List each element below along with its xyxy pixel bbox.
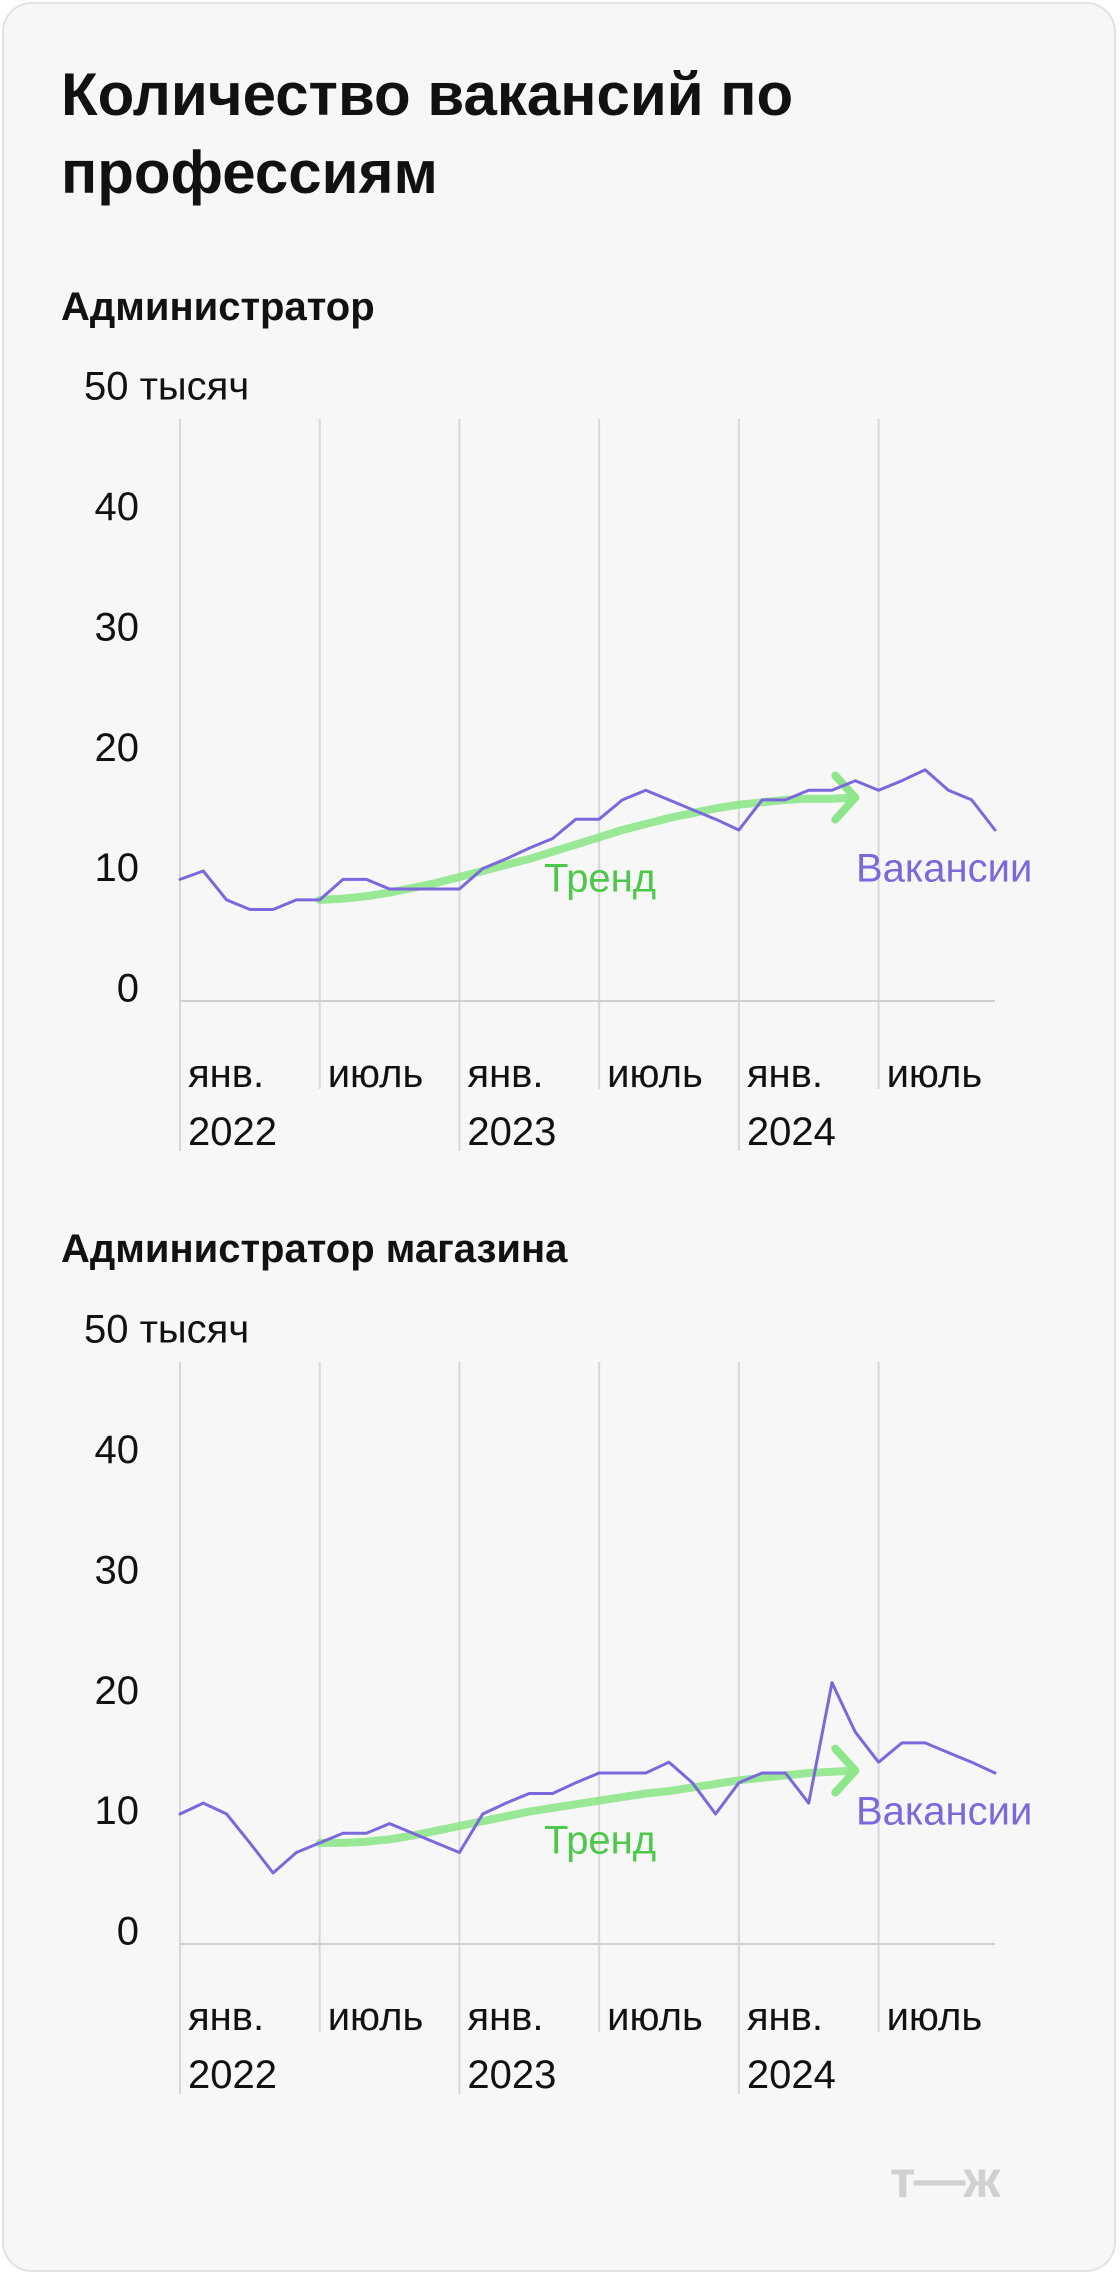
- series-label: Тренд: [544, 857, 656, 901]
- series-line: [178, 768, 997, 911]
- y-tick-label: 10: [95, 1789, 140, 1833]
- x-tick-label: июль: [327, 1988, 446, 2046]
- series-line: [178, 1681, 997, 1875]
- x-tick-label: июль: [327, 1045, 446, 1103]
- y-tick-label: 20: [95, 726, 140, 770]
- trend-arrowhead: [831, 771, 860, 824]
- y-tick-label: 20: [95, 1669, 140, 1713]
- y-tick-label: 50 тысяч: [84, 1308, 249, 1352]
- x-tick-label: янв. 2022: [188, 1988, 306, 2104]
- x-tick-label: янв. 2023: [467, 1045, 586, 1161]
- chart-title: Администратор: [61, 285, 375, 329]
- x-tick-label: июль: [607, 1045, 726, 1103]
- y-tick-label: 10: [95, 846, 140, 890]
- x-tick-label: янв. 2022: [188, 1045, 306, 1161]
- y-tick-label: 50 тысяч: [84, 365, 249, 409]
- series-label: Тренд: [544, 1819, 656, 1863]
- x-tick-label: июль: [607, 1988, 726, 2046]
- series-label: Вакансии: [856, 1790, 1032, 1834]
- x-tick-label: янв. 2023: [467, 1988, 586, 2104]
- series-label: Вакансии: [856, 847, 1032, 891]
- x-tick-label: янв. 2024: [746, 1045, 865, 1161]
- y-tick-label: 40: [95, 485, 140, 529]
- y-tick-label: 40: [95, 1428, 140, 1472]
- trend-line: [315, 1766, 860, 1847]
- main-title: Количество вакансий по профессиям: [61, 61, 794, 206]
- x-tick-label: янв. 2024: [746, 1988, 865, 2104]
- x-tick-label: июль: [886, 1988, 1005, 2046]
- logo: т—ж: [890, 2151, 1000, 2209]
- trend-arrowhead: [831, 1744, 860, 1797]
- y-tick-label: 30: [95, 605, 140, 649]
- chart-title: Администратор магазина: [61, 1227, 568, 1271]
- y-tick-label: 30: [95, 1548, 140, 1592]
- x-tick-label: июль: [886, 1045, 1005, 1103]
- y-tick-label: 0: [117, 1910, 139, 1954]
- y-tick-label: 0: [117, 967, 139, 1011]
